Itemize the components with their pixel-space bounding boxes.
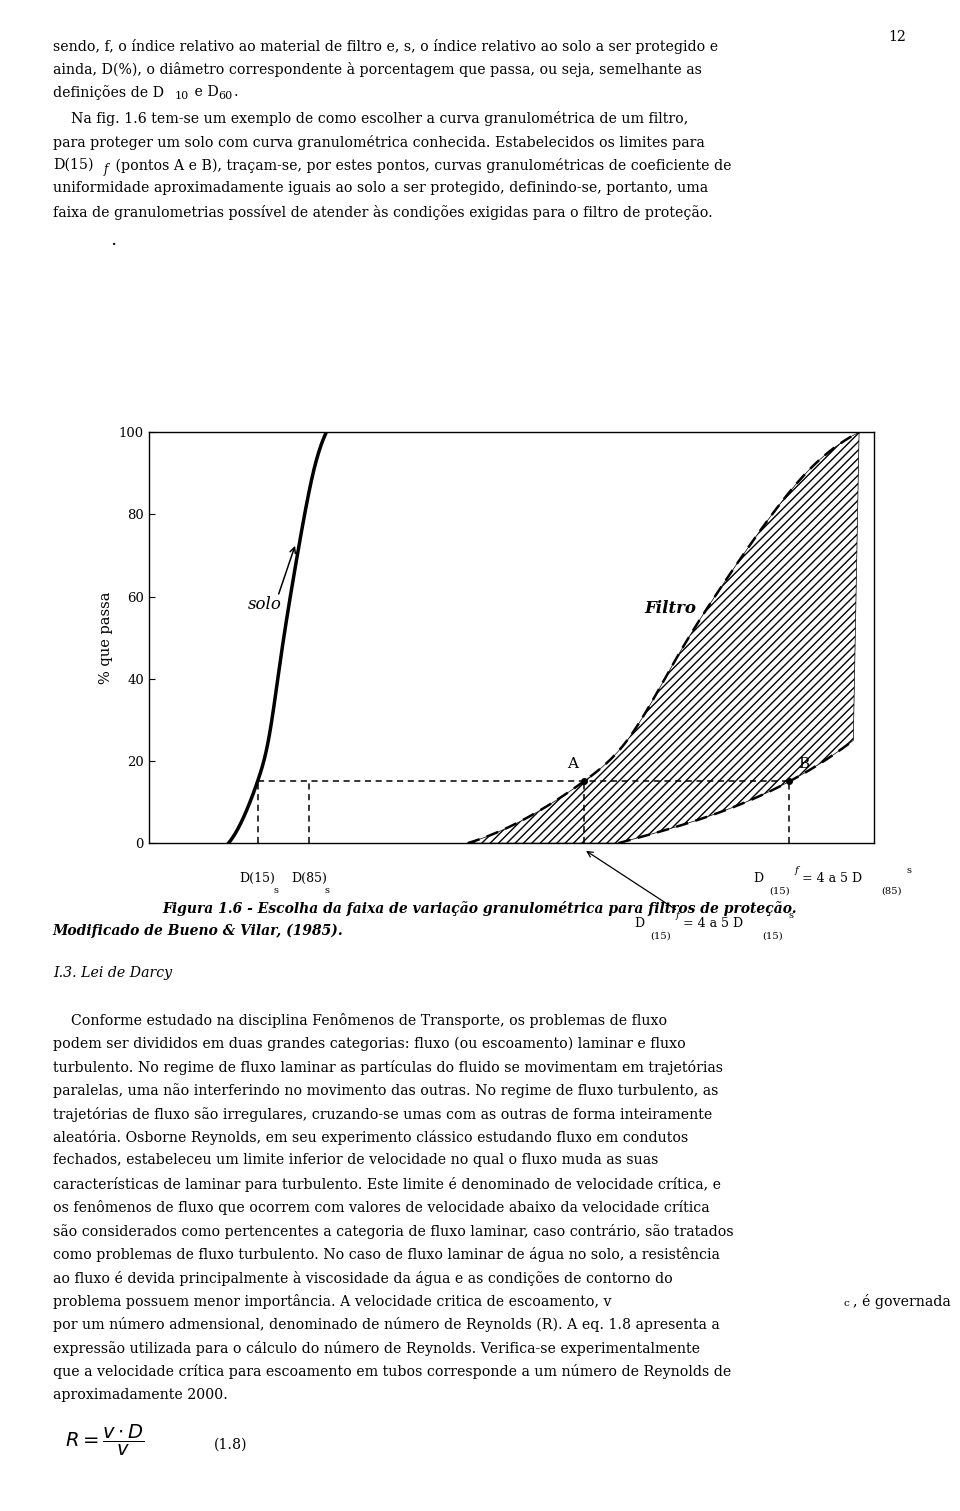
- Text: podem ser divididos em duas grandes categorias: fluxo (ou escoamento) laminar e : podem ser divididos em duas grandes cate…: [53, 1037, 685, 1050]
- Text: 12: 12: [889, 30, 906, 44]
- Text: fechados, estabeleceu um limite inferior de velocidade no qual o fluxo muda as s: fechados, estabeleceu um limite inferior…: [53, 1153, 659, 1168]
- Text: os fenômenos de fluxo que ocorrem com valores de velocidade abaixo da velocidade: os fenômenos de fluxo que ocorrem com va…: [53, 1200, 709, 1215]
- Text: 10: 10: [175, 91, 189, 101]
- Text: = 4 a 5 D: = 4 a 5 D: [683, 917, 743, 931]
- Text: c: c: [844, 1298, 850, 1307]
- Text: (15): (15): [650, 931, 671, 940]
- Text: s: s: [324, 887, 330, 896]
- Text: ainda, D(%), o diâmetro correspondente à porcentagem que passa, ou seja, semelha: ainda, D(%), o diâmetro correspondente à…: [53, 62, 702, 77]
- Text: I.3. Lei de Darcy: I.3. Lei de Darcy: [53, 966, 172, 981]
- Text: ao fluxo é devida principalmente à viscosidade da água e as condições de contorn: ao fluxo é devida principalmente à visco…: [53, 1271, 673, 1286]
- Text: .: .: [110, 231, 117, 249]
- Text: definições de D: definições de D: [53, 85, 164, 100]
- Text: 60: 60: [218, 91, 232, 101]
- Text: expressão utilizada para o cálculo do número de Reynolds. Verifica-se experiment: expressão utilizada para o cálculo do nú…: [53, 1340, 700, 1355]
- Text: (85): (85): [881, 887, 902, 896]
- Text: aproximadamente 2000.: aproximadamente 2000.: [53, 1387, 228, 1402]
- Text: D: D: [753, 872, 763, 885]
- Text: s: s: [274, 887, 278, 896]
- Text: Filtro: Filtro: [645, 600, 697, 616]
- Text: f: f: [104, 163, 108, 175]
- Text: problema possuem menor importância. A velocidade critica de escoamento, v: problema possuem menor importância. A ve…: [53, 1293, 612, 1309]
- Text: $R = \dfrac{v \cdot D}{v}$: $R = \dfrac{v \cdot D}{v}$: [65, 1423, 145, 1458]
- Text: D(85): D(85): [291, 872, 326, 885]
- Text: = 4 a 5 D: = 4 a 5 D: [802, 872, 862, 885]
- Text: aleatória. Osborne Reynolds, em seu experimento clássico estudando fluxo em cond: aleatória. Osborne Reynolds, em seu expe…: [53, 1130, 688, 1145]
- Polygon shape: [468, 432, 859, 843]
- Text: A: A: [567, 757, 578, 771]
- Text: (15): (15): [769, 887, 790, 896]
- Text: como problemas de fluxo turbulento. No caso de fluxo laminar de água no solo, a : como problemas de fluxo turbulento. No c…: [53, 1247, 720, 1262]
- Text: para proteger um solo com curva granulométrica conhecida. Estabelecidos os limit: para proteger um solo com curva granulom…: [53, 134, 705, 150]
- Y-axis label: % que passa: % que passa: [99, 591, 113, 684]
- Text: faixa de granulometrias possível de atender às condições exigidas para o filtro : faixa de granulometrias possível de aten…: [53, 205, 712, 219]
- Text: B: B: [798, 757, 809, 771]
- Text: s: s: [788, 911, 793, 920]
- Text: , é governada: , é governada: [853, 1293, 951, 1309]
- Text: (1.8): (1.8): [214, 1438, 248, 1452]
- Text: D(15): D(15): [53, 159, 93, 172]
- Text: Figura 1.6 - Escolha da faixa de variação granulométrica para filtros de proteçã: Figura 1.6 - Escolha da faixa de variaçã…: [162, 901, 798, 916]
- Text: (15): (15): [762, 931, 783, 940]
- Text: trajetórias de fluxo são irregulares, cruzando-se umas com as outras de forma in: trajetórias de fluxo são irregulares, cr…: [53, 1106, 712, 1121]
- Text: sendo, f, o índice relativo ao material de filtro e, s, o índice relativo ao sol: sendo, f, o índice relativo ao material …: [53, 38, 718, 53]
- Text: são considerados como pertencentes a categoria de fluxo laminar, caso contrário,: são considerados como pertencentes a cat…: [53, 1224, 733, 1239]
- Text: por um número admensional, denominado de número de Reynolds (R). A eq. 1.8 apres: por um número admensional, denominado de…: [53, 1318, 720, 1333]
- Text: s: s: [906, 866, 912, 875]
- Text: e D: e D: [190, 85, 219, 100]
- Text: que a velocidade crítica para escoamento em tubos corresponde a um número de Rey: que a velocidade crítica para escoamento…: [53, 1364, 732, 1380]
- Text: f: f: [676, 911, 680, 920]
- Text: Na fig. 1.6 tem-se um exemplo de como escolher a curva granulométrica de um filt: Na fig. 1.6 tem-se um exemplo de como es…: [53, 112, 688, 125]
- Text: solo: solo: [248, 595, 281, 613]
- Text: Conforme estudado na disciplina Fenômenos de Transporte, os problemas de fluxo: Conforme estudado na disciplina Fenômeno…: [53, 1012, 667, 1027]
- Text: uniformidade aproximadamente iguais ao solo a ser protegido, definindo-se, porta: uniformidade aproximadamente iguais ao s…: [53, 181, 708, 195]
- Text: paralelas, uma não interferindo no movimento das outras. No regime de fluxo turb: paralelas, uma não interferindo no movim…: [53, 1083, 718, 1098]
- Text: (pontos A e B), traçam-se, por estes pontos, curvas granulométricas de coeficien: (pontos A e B), traçam-se, por estes pon…: [111, 159, 732, 172]
- Text: f: f: [794, 866, 798, 875]
- Text: D(15): D(15): [240, 872, 276, 885]
- Text: características de laminar para turbulento. Este limite é denominado de velocida: características de laminar para turbulen…: [53, 1177, 721, 1192]
- Text: .: .: [233, 85, 238, 100]
- Text: D: D: [635, 917, 644, 931]
- Text: turbulento. No regime de fluxo laminar as partículas do fluido se movimentam em : turbulento. No regime de fluxo laminar a…: [53, 1059, 723, 1074]
- Text: Modificado de Bueno & Vilar, (1985).: Modificado de Bueno & Vilar, (1985).: [53, 923, 344, 938]
